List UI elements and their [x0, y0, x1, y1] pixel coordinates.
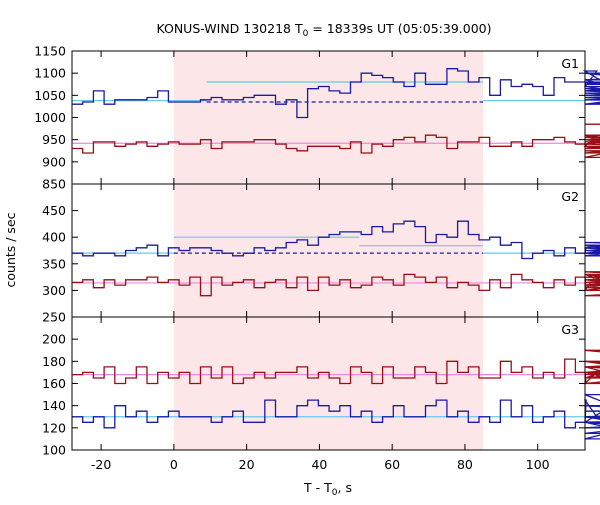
- x-axis-label: T - T0, s: [303, 480, 352, 498]
- y-tick-label: 200: [42, 332, 66, 347]
- y-tick-label: 300: [42, 283, 66, 298]
- x-tick-label: 20: [239, 457, 255, 472]
- series-g1-red: [72, 123, 600, 159]
- x-tick-label: 0: [170, 457, 178, 472]
- y-tick-label: 250: [42, 310, 66, 325]
- series-g3-red: [72, 349, 600, 385]
- x-tick-label: 40: [311, 457, 327, 472]
- series-g2-blue: [72, 220, 600, 260]
- y-tick-label: 850: [42, 177, 66, 192]
- series-g1-blue: [72, 68, 600, 119]
- y-tick-label: 1100: [34, 66, 66, 81]
- panels-group: 8509009501000105011001150G12503003504004…: [34, 44, 600, 472]
- y-tick-label: 900: [42, 154, 66, 169]
- title-main: KONUS-WIND 130218 T: [156, 21, 302, 36]
- series-g2-red: [72, 271, 600, 297]
- y-tick-label: 400: [42, 230, 66, 245]
- title-subscript: 0: [303, 29, 309, 39]
- y-tick-label: 450: [42, 203, 66, 218]
- y-tick-label: 120: [42, 420, 66, 435]
- panel-label-g3: G3: [561, 322, 579, 337]
- y-tick-label: 950: [42, 132, 66, 147]
- y-tick-label: 1050: [34, 88, 66, 103]
- y-tick-label: 1150: [34, 44, 66, 59]
- y-tick-label: 180: [42, 354, 66, 369]
- highlight-interval: [173, 51, 484, 450]
- y-tick-label: 100: [42, 443, 66, 458]
- y-tick-label: 1000: [34, 110, 66, 125]
- x-tick-label: 80: [457, 457, 473, 472]
- x-tick-label: 60: [384, 457, 400, 472]
- series-g3-blue: [72, 393, 600, 440]
- y-tick-label: 160: [42, 376, 66, 391]
- panel-g3: 100 120 140 160 180 200 G3: [42, 316, 600, 458]
- chart-title: KONUS-WIND 130218 T0 = 18339s UT (05:05:…: [156, 21, 491, 39]
- x-axis-label-main: T - T: [303, 480, 332, 495]
- y-tick-label: 350: [42, 256, 66, 271]
- x-axis-label-rest: , s: [338, 480, 352, 495]
- y-tick-label: 140: [42, 398, 66, 413]
- x-axis-label-subscript: 0: [332, 488, 338, 498]
- x-tick-label: -20: [91, 457, 111, 472]
- title-rest: = 18339s UT (05:05:39.000): [308, 21, 491, 36]
- panel-label-g1: G1: [561, 56, 579, 71]
- y-axis-label: counts / sec: [3, 212, 18, 287]
- panel-label-g2: G2: [561, 189, 579, 204]
- x-tick-label: 100: [526, 457, 550, 472]
